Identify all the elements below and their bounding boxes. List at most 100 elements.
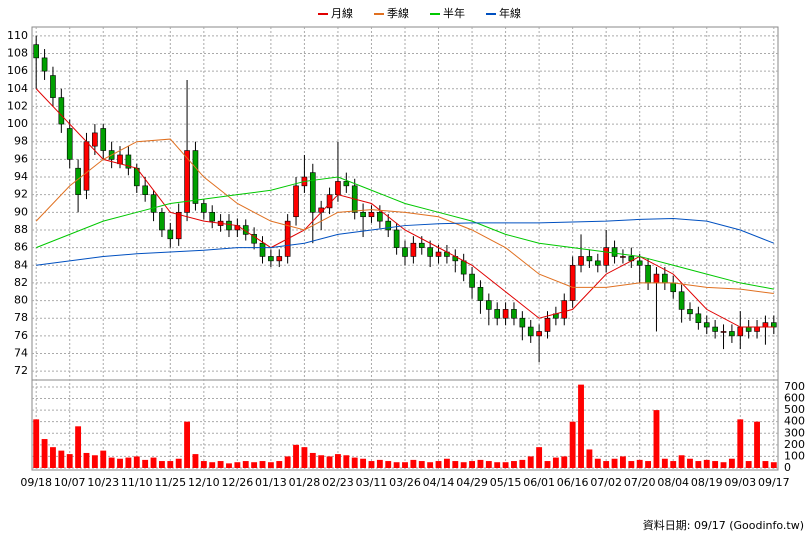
candle-body [695, 313, 702, 323]
legend-label: 年線 [499, 6, 521, 20]
volume-bar [712, 461, 719, 468]
y-tick-label: 94 [14, 170, 28, 183]
volume-bar [544, 461, 551, 468]
volume-bar [343, 455, 350, 468]
volume-bar [770, 462, 777, 468]
volume-bar [636, 459, 643, 468]
candle-body [578, 256, 584, 266]
volume-bar [678, 455, 685, 468]
candle-body [594, 260, 601, 266]
volume-bar [762, 461, 769, 468]
volume-bar [502, 462, 509, 468]
x-tick-label: 02/23 [322, 476, 354, 489]
candle-body [729, 331, 735, 337]
volume-bar [393, 462, 400, 468]
volume-bar [83, 452, 90, 468]
x-tick-label: 08/04 [657, 476, 689, 489]
x-tick-label: 09/17 [758, 476, 790, 489]
candle-body [611, 247, 618, 257]
volume-bar [142, 459, 149, 468]
volume-bar [435, 461, 442, 468]
candle-body [410, 242, 417, 257]
volume-bar [511, 461, 517, 468]
volume-bar [167, 461, 174, 468]
y-tick-label: 104 [7, 82, 28, 95]
candle-body [75, 167, 81, 195]
volume-bar [494, 462, 501, 468]
candle-body [435, 251, 442, 257]
ma-line [36, 176, 774, 290]
ma-line [35, 138, 774, 295]
volume-bar [561, 456, 568, 468]
volume-bar [552, 457, 559, 468]
volume-bar [695, 461, 702, 468]
candle-body [201, 203, 207, 213]
y2-tick-label: 600 [784, 392, 805, 405]
candle-body [762, 322, 769, 328]
x-tick-label: 07/02 [590, 476, 622, 489]
candle-body [620, 256, 626, 258]
y-tick-label: 98 [14, 135, 28, 148]
candle-body [385, 220, 392, 231]
volume-bar [351, 457, 358, 468]
candle-body [569, 264, 576, 301]
x-tick-label: 06/16 [557, 476, 589, 489]
x-tick-label: 11/10 [121, 476, 153, 489]
volume-bar [376, 459, 383, 468]
volume-bar [301, 447, 308, 468]
y-tick-label: 92 [14, 188, 28, 201]
candle-body [754, 326, 760, 332]
y-tick-label: 110 [7, 29, 28, 42]
x-tick-label: 12/10 [188, 476, 220, 489]
x-tick-label: 11/25 [154, 476, 186, 489]
volume-bar [703, 459, 710, 468]
volume-bar [108, 457, 115, 468]
candle-body [226, 220, 232, 231]
candle-body [636, 260, 643, 266]
volume-bar [603, 461, 610, 468]
volume-bar [360, 458, 367, 468]
volume-bar [259, 461, 266, 468]
volume-bar [309, 452, 316, 468]
candle-body [603, 247, 609, 266]
y-tick-label: 72 [14, 364, 28, 377]
volume-bar [720, 462, 727, 468]
volume-bar [737, 419, 744, 468]
volume-bar [125, 457, 132, 468]
y-tick-label: 96 [14, 152, 28, 165]
candle-body [58, 97, 65, 125]
candle-body [293, 185, 299, 218]
y2-tick-label: 0 [784, 461, 791, 474]
volume-bar [91, 455, 98, 468]
volume-bar [687, 458, 693, 468]
legend-label: 半年 [443, 6, 465, 20]
volume-bar [251, 462, 258, 468]
volume-bar [485, 461, 492, 468]
volume-bar [293, 444, 299, 468]
x-tick-label: 08/19 [691, 476, 723, 489]
footer: 資料日期: 09/17 (Goodinfo.tw) [643, 518, 804, 532]
y-tick-label: 84 [14, 258, 28, 271]
volume-bar [318, 455, 325, 468]
candle-body [477, 287, 484, 301]
volume-bar [242, 461, 249, 468]
volume-bar [117, 458, 123, 468]
ma-line [35, 88, 774, 328]
y-tick-label: 74 [14, 347, 28, 360]
y-tick-label: 102 [7, 99, 28, 112]
y2-tick-label: 300 [784, 426, 805, 439]
volume-bar [50, 447, 56, 468]
volume-bar [100, 450, 107, 468]
volume-bar [427, 462, 434, 468]
x-tick-label: 12/26 [222, 476, 254, 489]
candle-body [712, 326, 718, 332]
y2-tick-label: 100 [784, 449, 805, 462]
candle-body [167, 229, 174, 240]
volume-bar [611, 458, 618, 468]
x-tick-label: 01/13 [255, 476, 287, 489]
y-tick-label: 100 [7, 117, 28, 130]
x-tick-label: 09/03 [724, 476, 756, 489]
y-tick-label: 88 [14, 223, 28, 236]
candle-body [184, 150, 190, 213]
volume-bar [385, 461, 392, 468]
